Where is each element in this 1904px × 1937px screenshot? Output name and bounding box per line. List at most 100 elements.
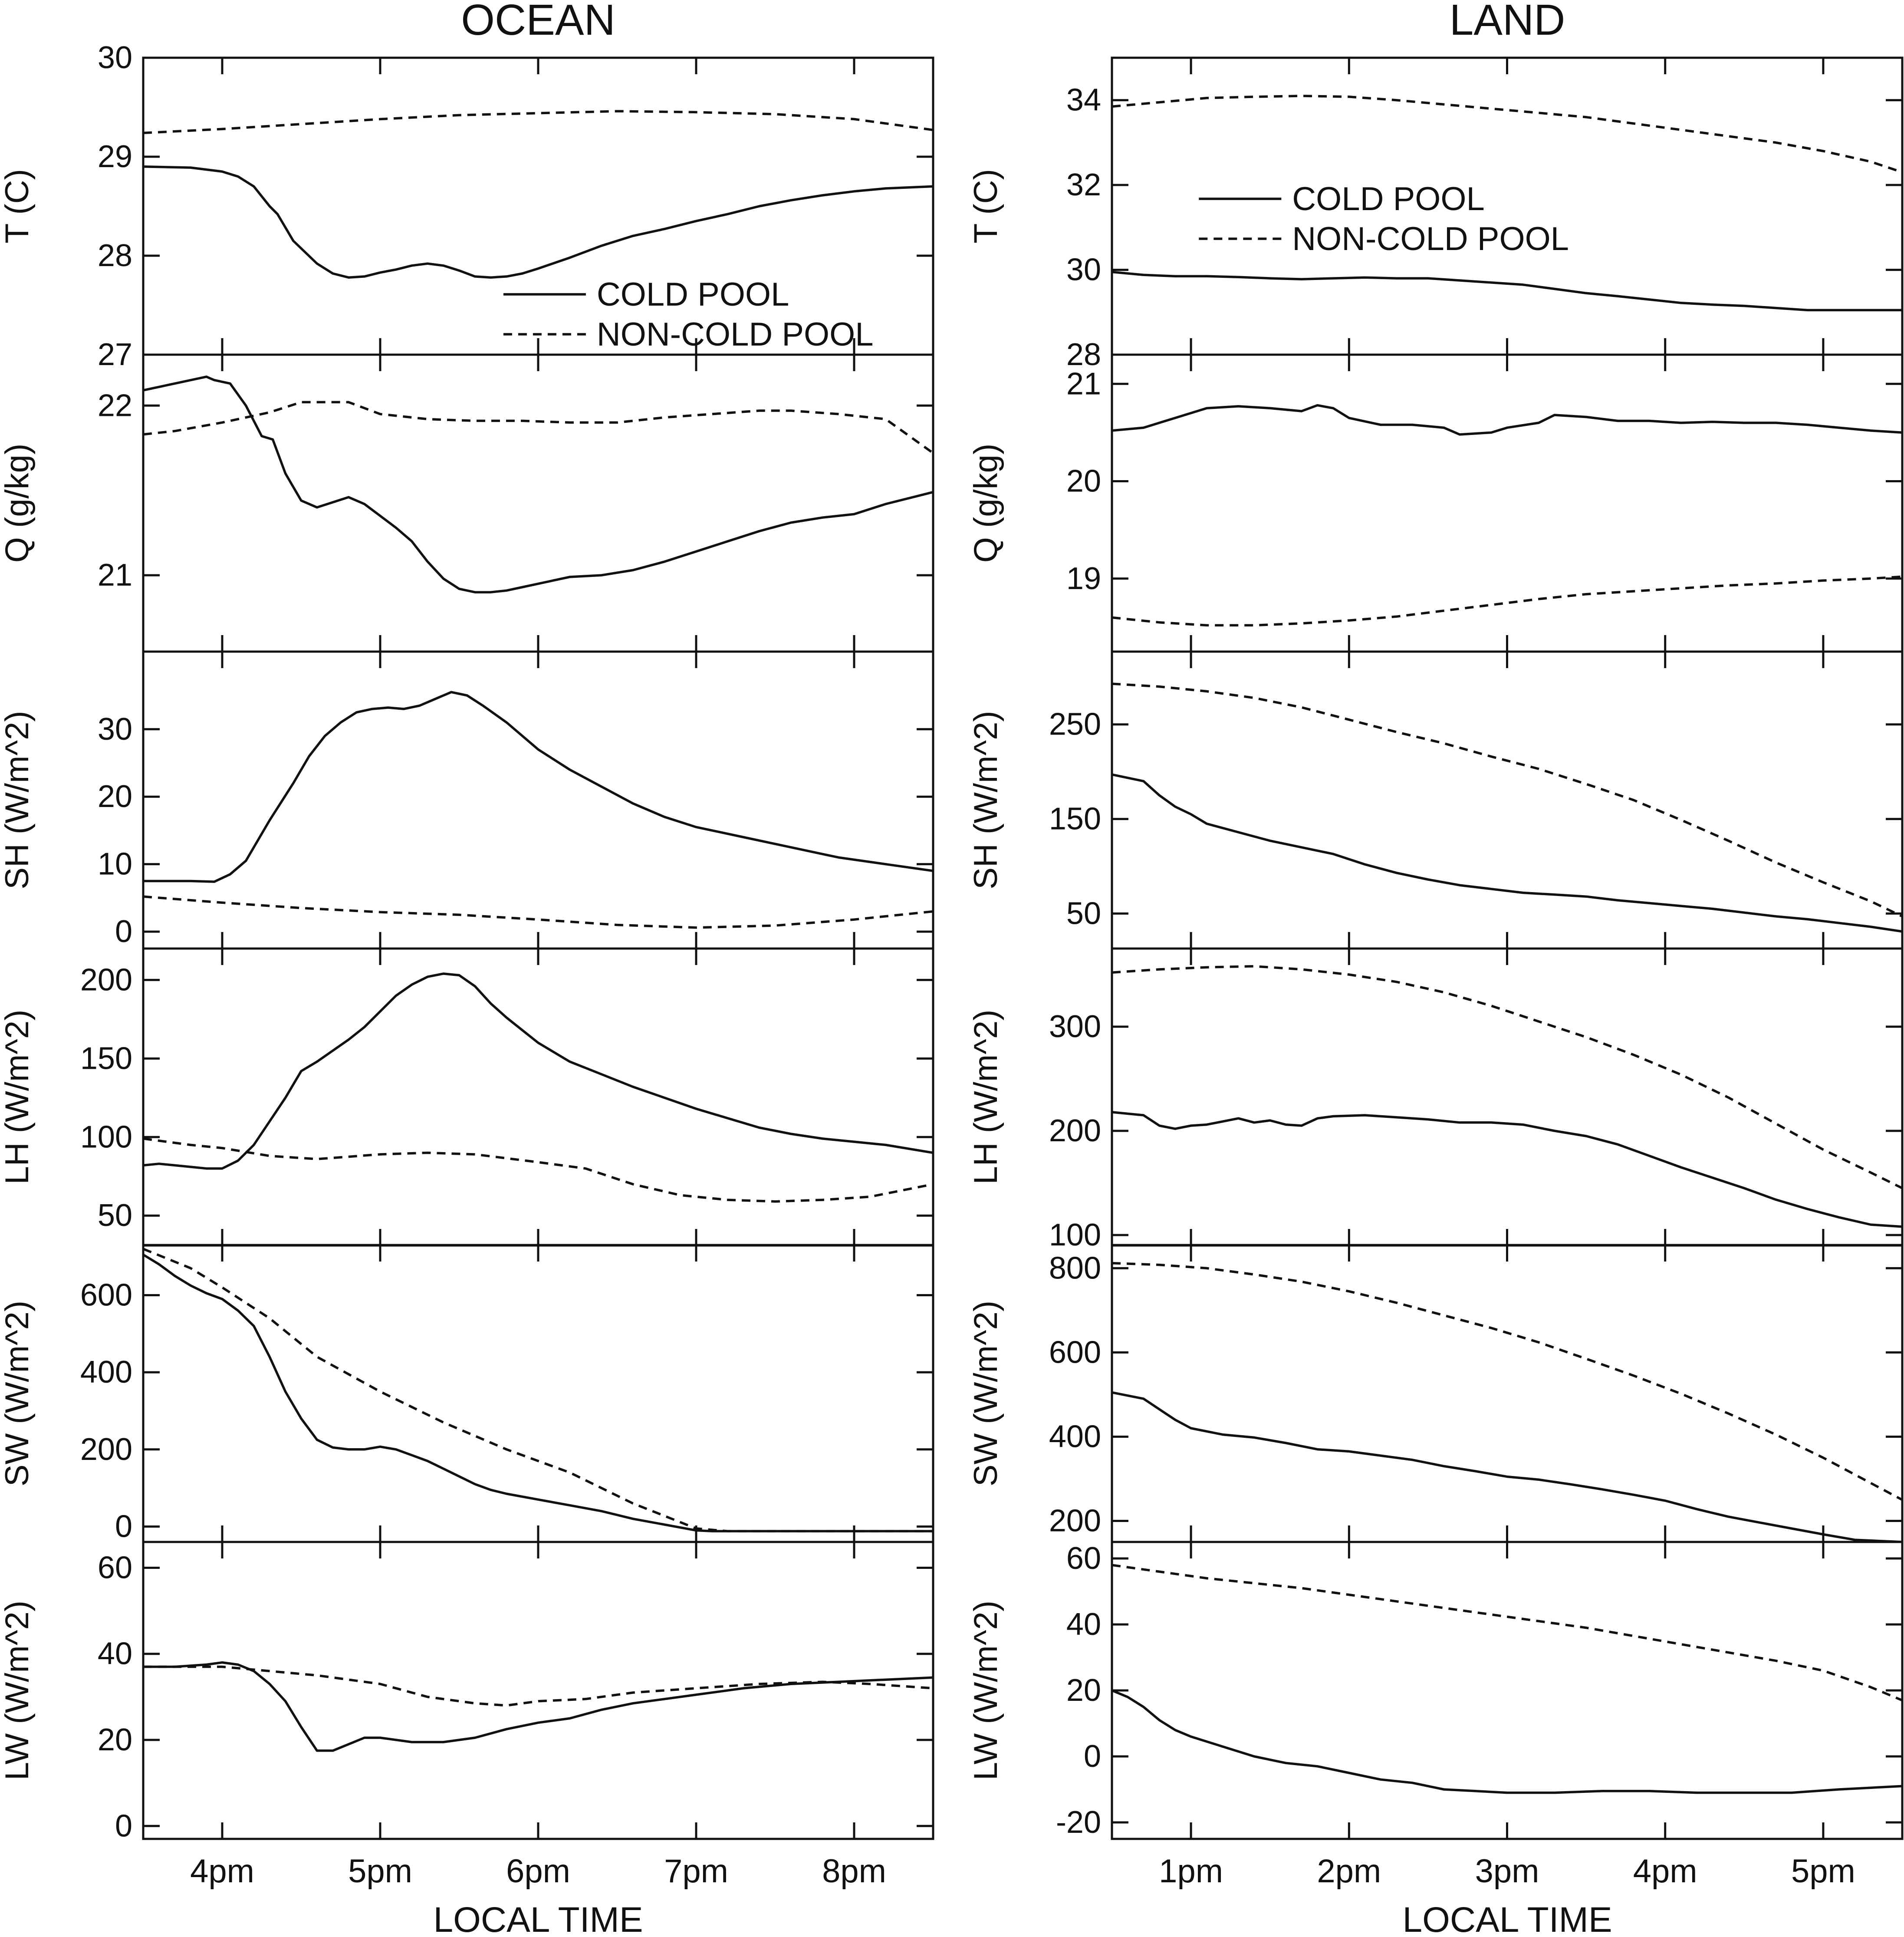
y-axis-label-land-lh: LH (W/m^2) (967, 1010, 1004, 1185)
panel-land-lh: 100 200 300 LH (W/m^2) (967, 947, 1904, 1252)
series-line-cold-pool-land-lw (1112, 1689, 1902, 1794)
panel-frame-land-lw (1111, 1541, 1904, 1840)
y-tick-label-ocean-sh: 0 (115, 914, 132, 949)
legend-label-non-cold-pool: NON-COLD POOL (1292, 221, 1569, 257)
series-line-non-cold-pool-ocean-lh (143, 1137, 933, 1203)
y-tick-label-ocean-sh: 10 (98, 847, 132, 882)
y-axis-label-ocean-lh: LH (W/m^2) (0, 1010, 36, 1185)
y-tick-label-ocean-lh: 200 (80, 962, 132, 997)
y-tick-label-ocean-sw: 600 (80, 1278, 132, 1312)
y-tick-label-land-lh: 200 (1049, 1113, 1101, 1148)
y-tick-label-land-sw: 800 (1049, 1251, 1101, 1285)
series-line-non-cold-pool-land-lh (1112, 965, 1902, 1189)
panel-frame-ocean-q (142, 353, 934, 653)
series-line-cold-pool-land-lh (1112, 1111, 1902, 1228)
y-tick-label-land-sw: 400 (1049, 1419, 1101, 1454)
y-axis-label-land-lw: LW (W/m^2) (967, 1601, 1004, 1780)
panel-land-q: 19 20 21 Q (g/kg) (967, 353, 1904, 653)
panel-ocean-sw: 0 200 400 600 SW (W/m^2) (0, 1244, 934, 1544)
panel-ocean-lw: 0 20 40 60 4pm 5pm 6pm 7pm 8pm LW (W/m^2) (0, 1541, 934, 1890)
y-axis-label-ocean-t: T (C) (0, 169, 36, 244)
y-tick-label-ocean-sw: 200 (80, 1432, 132, 1467)
x-tick-label-land-lw: 5pm (1791, 1853, 1855, 1890)
panel-land-sh: 50 150 250 SH (W/m^2) (967, 650, 1904, 950)
series-line-cold-pool-land-t (1112, 270, 1902, 312)
y-tick-label-ocean-lh: 50 (98, 1198, 132, 1233)
panel-frame-ocean-sw (142, 1244, 934, 1543)
y-axis-label-land-sh: SH (W/m^2) (967, 711, 1004, 889)
series-line-non-cold-pool-land-lw (1112, 1564, 1902, 1702)
panel-frame-ocean-sh (142, 650, 934, 950)
y-tick-label-land-lh: 100 (1049, 1218, 1101, 1252)
x-tick-label-land-lw: 3pm (1475, 1853, 1539, 1890)
series-line-cold-pool-ocean-lh (143, 972, 933, 1170)
series-line-non-cold-pool-ocean-t (143, 110, 933, 135)
panel-ocean-q: 21 22 Q (g/kg) (0, 353, 934, 653)
y-tick-label-land-t: 30 (1066, 253, 1101, 287)
y-tick-label-land-sh: 150 (1049, 802, 1101, 837)
panel-ocean-lh: 50 100 150 200 LH (W/m^2) (0, 947, 934, 1247)
panel-frame-land-t (1111, 56, 1904, 356)
y-tick-label-land-lw: 40 (1066, 1607, 1101, 1642)
y-axis-label-land-q: Q (g/kg) (967, 444, 1004, 563)
series-line-non-cold-pool-ocean-sw (143, 1248, 933, 1532)
column-title-land: LAND (1450, 0, 1565, 44)
y-tick-label-ocean-lw: 20 (98, 1723, 132, 1757)
y-tick-label-land-sw: 600 (1049, 1335, 1101, 1370)
y-tick-label-land-lw: 20 (1066, 1673, 1101, 1708)
panel-frame-land-sh (1111, 650, 1904, 950)
y-tick-label-land-q: 19 (1066, 561, 1101, 596)
y-tick-label-ocean-sh: 30 (98, 712, 132, 747)
panel-frame-ocean-lh (142, 947, 934, 1247)
series-line-cold-pool-ocean-sh (143, 691, 933, 883)
column-title-ocean: OCEAN (461, 0, 615, 44)
y-tick-label-land-t: 34 (1066, 83, 1101, 118)
y-axis-label-ocean-q: Q (g/kg) (0, 444, 36, 563)
y-tick-label-land-q: 20 (1066, 464, 1101, 499)
y-tick-label-ocean-t: 28 (98, 238, 132, 273)
x-tick-label-ocean-lw: 4pm (190, 1853, 254, 1890)
x-tick-label-land-lw: 2pm (1317, 1853, 1381, 1890)
y-axis-label-land-t: T (C) (967, 169, 1004, 244)
y-axis-label-land-sw: SW (W/m^2) (967, 1301, 1004, 1486)
x-tick-label-ocean-lw: 7pm (664, 1853, 728, 1890)
legend-label-cold-pool: COLD POOL (597, 276, 789, 313)
x-axis-label-land: LOCAL TIME (1402, 1900, 1612, 1937)
y-tick-label-ocean-q: 22 (98, 388, 132, 423)
series-line-cold-pool-ocean-sw (143, 1253, 933, 1532)
x-tick-label-ocean-lw: 5pm (348, 1853, 412, 1890)
y-tick-label-land-lw: -20 (1056, 1805, 1101, 1840)
y-tick-label-ocean-lw: 40 (98, 1637, 132, 1671)
y-tick-label-ocean-lw: 60 (98, 1550, 132, 1585)
x-tick-label-land-lw: 1pm (1159, 1853, 1223, 1890)
series-line-non-cold-pool-ocean-q (143, 401, 933, 454)
y-tick-label-land-q: 21 (1066, 366, 1101, 401)
y-tick-label-ocean-sw: 400 (80, 1355, 132, 1390)
y-axis-label-ocean-sh: SH (W/m^2) (0, 711, 36, 889)
series-line-non-cold-pool-ocean-sh (143, 895, 933, 929)
series-line-non-cold-pool-land-sw (1112, 1262, 1902, 1501)
y-tick-label-land-t: 28 (1066, 337, 1101, 372)
panel-frame-ocean-lw (142, 1541, 934, 1840)
y-tick-label-land-lw: 0 (1084, 1739, 1101, 1774)
x-tick-label-land-lw: 4pm (1633, 1853, 1697, 1890)
y-tick-label-ocean-lw: 0 (115, 1809, 132, 1843)
y-tick-label-ocean-lh: 100 (80, 1120, 132, 1154)
y-axis-label-ocean-lw: LW (W/m^2) (0, 1601, 36, 1780)
series-line-cold-pool-land-sw (1112, 1391, 1902, 1542)
series-line-cold-pool-land-sh (1112, 773, 1902, 933)
panel-ocean-sh: 0 10 20 30 SH (W/m^2) (0, 650, 934, 950)
y-tick-label-land-sh: 50 (1066, 896, 1101, 931)
y-tick-label-land-lh: 300 (1049, 1009, 1101, 1044)
panel-land-sw: 200 400 600 800 SW (W/m^2) (967, 1244, 1904, 1543)
series-line-cold-pool-ocean-q (143, 376, 933, 593)
panel-frame-land-q (1111, 353, 1904, 653)
y-tick-label-ocean-lh: 150 (80, 1041, 132, 1076)
series-line-non-cold-pool-land-sh (1112, 682, 1902, 918)
series-line-cold-pool-land-q (1112, 404, 1902, 436)
x-axis-label-ocean: LOCAL TIME (433, 1900, 643, 1937)
series-line-non-cold-pool-land-t (1112, 95, 1902, 174)
